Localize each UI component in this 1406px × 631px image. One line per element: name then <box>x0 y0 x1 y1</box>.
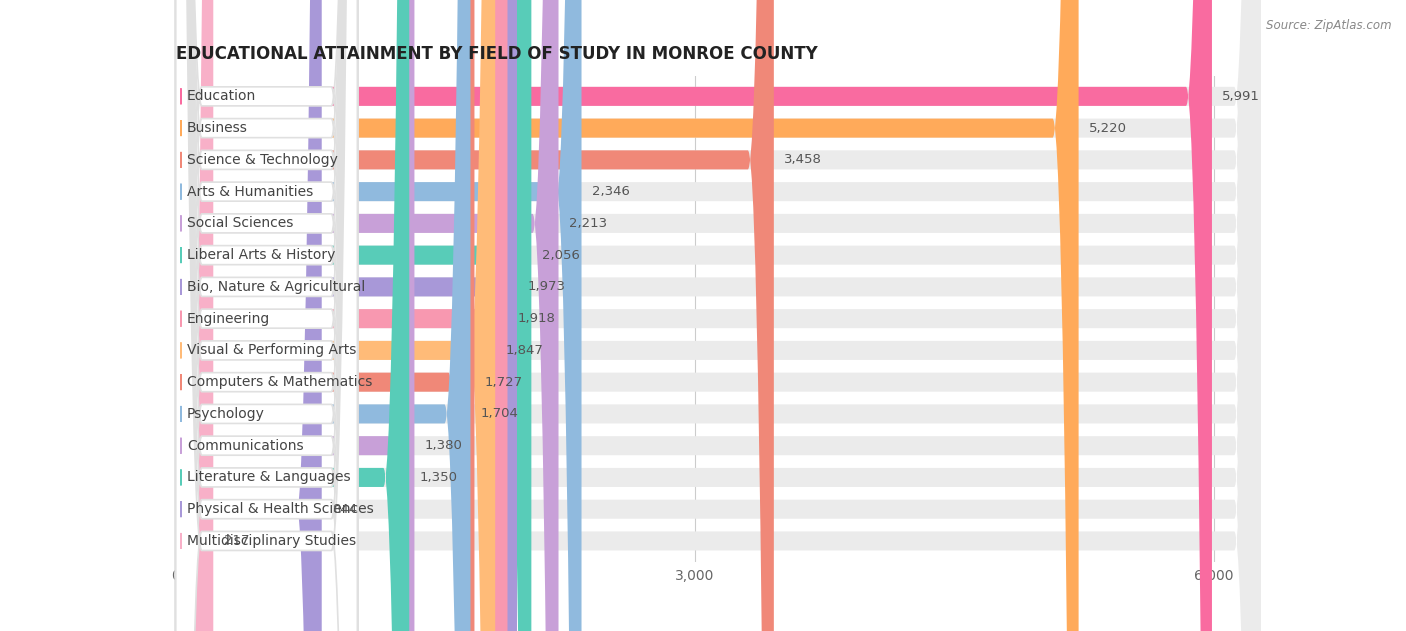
FancyBboxPatch shape <box>176 0 357 631</box>
FancyBboxPatch shape <box>176 0 1260 631</box>
FancyBboxPatch shape <box>176 0 357 631</box>
FancyBboxPatch shape <box>176 0 357 631</box>
FancyBboxPatch shape <box>176 0 1260 631</box>
Text: Psychology: Psychology <box>187 407 264 421</box>
Text: 1,973: 1,973 <box>527 280 565 293</box>
FancyBboxPatch shape <box>176 0 357 631</box>
Text: Science & Technology: Science & Technology <box>187 153 337 167</box>
FancyBboxPatch shape <box>176 0 1260 631</box>
FancyBboxPatch shape <box>176 0 357 631</box>
Text: Arts & Humanities: Arts & Humanities <box>187 185 314 199</box>
Text: Physical & Health Sciences: Physical & Health Sciences <box>187 502 374 516</box>
Text: Business: Business <box>187 121 247 135</box>
Text: 1,704: 1,704 <box>481 408 519 420</box>
FancyBboxPatch shape <box>176 0 357 631</box>
Text: Liberal Arts & History: Liberal Arts & History <box>187 248 336 262</box>
FancyBboxPatch shape <box>176 0 1260 631</box>
FancyBboxPatch shape <box>176 0 495 631</box>
Text: 2,213: 2,213 <box>569 217 607 230</box>
FancyBboxPatch shape <box>176 0 1260 631</box>
FancyBboxPatch shape <box>176 0 357 631</box>
Text: 5,220: 5,220 <box>1090 122 1128 134</box>
FancyBboxPatch shape <box>176 0 357 631</box>
Text: 1,847: 1,847 <box>506 344 544 357</box>
Text: Communications: Communications <box>187 439 304 452</box>
Text: 844: 844 <box>332 503 357 516</box>
FancyBboxPatch shape <box>176 0 558 631</box>
FancyBboxPatch shape <box>176 0 1260 631</box>
FancyBboxPatch shape <box>176 0 1078 631</box>
Text: EDUCATIONAL ATTAINMENT BY FIELD OF STUDY IN MONROE COUNTY: EDUCATIONAL ATTAINMENT BY FIELD OF STUDY… <box>176 45 817 63</box>
Text: Engineering: Engineering <box>187 312 270 326</box>
FancyBboxPatch shape <box>176 0 1260 631</box>
FancyBboxPatch shape <box>176 0 1212 631</box>
FancyBboxPatch shape <box>176 0 582 631</box>
FancyBboxPatch shape <box>176 0 409 631</box>
Text: Bio, Nature & Agricultural: Bio, Nature & Agricultural <box>187 280 366 294</box>
Text: Education: Education <box>187 90 256 103</box>
Text: 2,346: 2,346 <box>592 185 630 198</box>
FancyBboxPatch shape <box>176 0 357 631</box>
Text: 2,056: 2,056 <box>541 249 579 262</box>
Text: 1,727: 1,727 <box>485 375 523 389</box>
Text: Social Sciences: Social Sciences <box>187 216 294 230</box>
FancyBboxPatch shape <box>176 0 508 631</box>
FancyBboxPatch shape <box>176 0 357 631</box>
FancyBboxPatch shape <box>176 0 357 631</box>
Text: Literature & Languages: Literature & Languages <box>187 471 350 485</box>
FancyBboxPatch shape <box>176 0 357 631</box>
Text: 1,918: 1,918 <box>517 312 555 325</box>
Text: Multidisciplinary Studies: Multidisciplinary Studies <box>187 534 356 548</box>
FancyBboxPatch shape <box>176 0 1260 631</box>
FancyBboxPatch shape <box>176 0 1260 631</box>
Text: 1,380: 1,380 <box>425 439 463 452</box>
FancyBboxPatch shape <box>176 0 517 631</box>
FancyBboxPatch shape <box>176 0 1260 631</box>
FancyBboxPatch shape <box>176 0 1260 631</box>
Text: 3,458: 3,458 <box>785 153 823 167</box>
FancyBboxPatch shape <box>176 0 214 631</box>
FancyBboxPatch shape <box>176 0 773 631</box>
FancyBboxPatch shape <box>176 0 415 631</box>
FancyBboxPatch shape <box>176 0 1260 631</box>
Text: Source: ZipAtlas.com: Source: ZipAtlas.com <box>1267 19 1392 32</box>
Text: Visual & Performing Arts: Visual & Performing Arts <box>187 343 357 357</box>
FancyBboxPatch shape <box>176 0 1260 631</box>
Text: 1,350: 1,350 <box>419 471 457 484</box>
FancyBboxPatch shape <box>176 0 357 631</box>
FancyBboxPatch shape <box>176 0 1260 631</box>
FancyBboxPatch shape <box>176 0 322 631</box>
FancyBboxPatch shape <box>176 0 531 631</box>
Text: Computers & Mathematics: Computers & Mathematics <box>187 375 373 389</box>
FancyBboxPatch shape <box>176 0 471 631</box>
FancyBboxPatch shape <box>176 0 474 631</box>
FancyBboxPatch shape <box>176 0 1260 631</box>
FancyBboxPatch shape <box>176 0 357 631</box>
Text: 217: 217 <box>224 534 249 548</box>
FancyBboxPatch shape <box>176 0 357 631</box>
Text: 5,991: 5,991 <box>1222 90 1260 103</box>
